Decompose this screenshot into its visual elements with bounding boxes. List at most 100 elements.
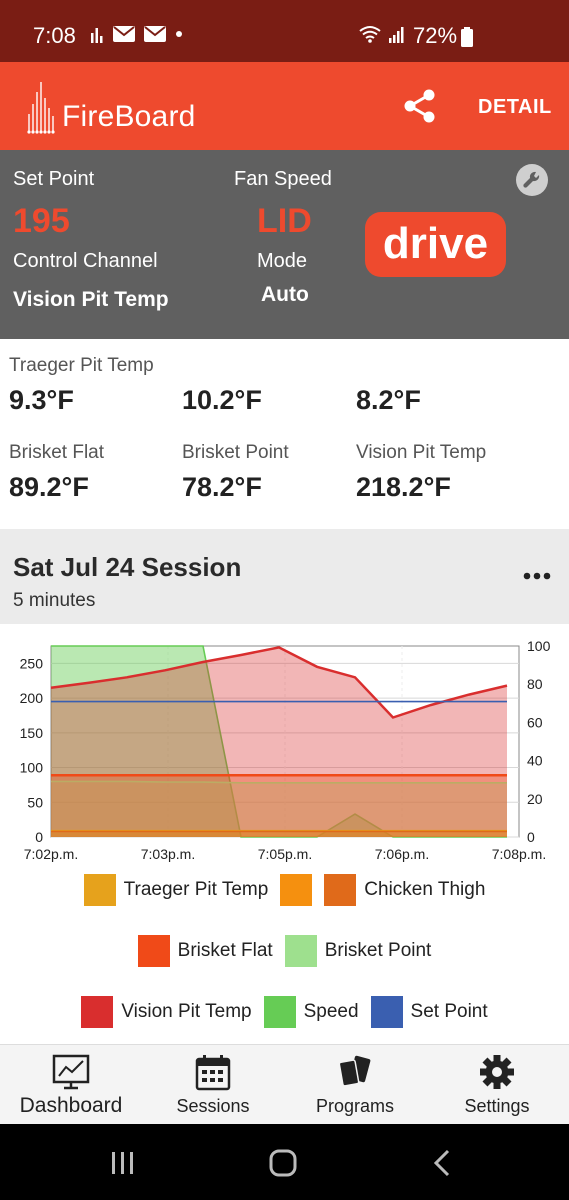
set-point-value[interactable]: 195 xyxy=(13,202,70,240)
probe-value[interactable]: 78.2°F xyxy=(182,472,262,502)
detail-button[interactable]: DETAIL xyxy=(478,96,552,118)
nav-programs[interactable]: Programs xyxy=(284,1045,426,1125)
y-right-tick-label: 100 xyxy=(527,638,551,654)
legend-item[interactable]: Speed xyxy=(263,996,359,1028)
legend-label: Chicken Thigh xyxy=(364,879,486,900)
probe-readings: Traeger Pit Temp 9.3°F 10.2°F 8.2°F Bris… xyxy=(0,339,569,529)
series-area-speed xyxy=(51,646,507,837)
probe-value[interactable]: 8.2°F xyxy=(356,385,421,415)
legend-item[interactable]: Brisket Point xyxy=(284,935,432,967)
programs-icon xyxy=(338,1055,371,1087)
share-icon[interactable] xyxy=(403,88,437,124)
legend-item[interactable]: Set Point xyxy=(370,996,488,1028)
probe-label: Vision Pit Temp xyxy=(356,442,487,463)
mail-icon xyxy=(113,26,135,42)
series-line-vision-pit-temp xyxy=(50,646,508,719)
nav-sessions[interactable]: Sessions xyxy=(142,1045,284,1125)
system-navigation-bar xyxy=(0,1124,569,1200)
mode-label: Mode xyxy=(257,250,308,272)
app-header: FireBoard DETAIL xyxy=(0,62,569,150)
session-duration: 5 minutes xyxy=(13,590,96,611)
control-panel: Set Point 195 Control Channel Vision Pit… xyxy=(0,150,569,339)
y-right-tick-label: 20 xyxy=(527,791,543,807)
control-channel-value[interactable]: Vision Pit Temp xyxy=(13,288,169,311)
y-left-tick-label: 150 xyxy=(20,725,44,741)
logo-mark-icon xyxy=(27,82,55,134)
legend-item[interactable]: Vision Pit Temp xyxy=(81,996,252,1028)
legend-label: Brisket Point xyxy=(324,940,432,961)
session-title: Sat Jul 24 Session xyxy=(13,552,242,582)
more-options-icon[interactable] xyxy=(522,569,552,583)
legend-label: Brisket Flat xyxy=(177,940,273,961)
set-point-label: Set Point xyxy=(13,168,95,190)
legend-label: Traeger Pit Temp xyxy=(123,879,269,900)
dot-icon xyxy=(176,31,182,37)
bottom-navigation: Dashboard Sessions Programs xyxy=(0,1044,569,1124)
x-tick-label: 7:03p.m. xyxy=(141,846,195,862)
recent-apps-icon[interactable] xyxy=(110,1150,136,1176)
legend-label: Vision Pit Temp xyxy=(121,1001,252,1022)
legend-swatch xyxy=(263,996,296,1028)
legend-swatch xyxy=(324,874,357,906)
y-right-tick-label: 60 xyxy=(527,714,543,730)
gear-icon xyxy=(480,1055,514,1089)
fireboard-logo: FireBoard xyxy=(26,78,196,134)
nav-label: Programs xyxy=(315,1096,395,1116)
legend-item[interactable] xyxy=(280,874,313,906)
battery-icon xyxy=(461,27,473,47)
probe-value[interactable]: 89.2°F xyxy=(9,472,89,502)
drive-button[interactable]: drive xyxy=(365,212,506,277)
session-chart: 0 50 100 150 200 250 0 20 40 60 80 100 7:02p.m. 7:03p… xyxy=(0,624,569,1044)
legend-swatch xyxy=(137,935,170,967)
fan-speed-label: Fan Speed xyxy=(234,168,332,190)
series-area-chicken-thigh xyxy=(51,831,507,837)
legend-item[interactable]: Traeger Pit Temp xyxy=(83,874,269,906)
mode-value[interactable]: Auto xyxy=(261,283,309,306)
y-left-tick-label: 100 xyxy=(20,760,44,776)
legend-swatch xyxy=(370,996,403,1028)
cell-signal-icon xyxy=(389,27,404,43)
probe-label: Brisket Point xyxy=(182,442,289,463)
x-tick-label: 7:05p.m. xyxy=(258,846,312,862)
probe-value[interactable]: 9.3°F xyxy=(9,385,74,415)
y-right-tick-label: 0 xyxy=(527,829,535,845)
x-tick-label: 7:06p.m. xyxy=(375,846,429,862)
y-right-tick-label: 40 xyxy=(527,753,543,769)
probe-label: Traeger Pit Temp xyxy=(9,355,154,376)
series-area-vision-pit-temp xyxy=(51,647,507,837)
probe-value[interactable]: 218.2°F xyxy=(356,472,451,502)
nav-label: Settings xyxy=(464,1096,530,1116)
dashboard-icon xyxy=(52,1054,90,1090)
nav-dashboard[interactable]: Dashboard xyxy=(0,1045,142,1125)
series-line-brisket-point xyxy=(51,780,507,784)
back-icon[interactable] xyxy=(433,1149,451,1177)
y-left-tick-label: 0 xyxy=(35,829,43,845)
nav-label: Dashboard xyxy=(19,1094,123,1117)
series-line-speed xyxy=(51,645,507,838)
control-channel-label: Control Channel xyxy=(13,250,158,272)
status-bar: 7:08 72% xyxy=(0,0,569,62)
legend-row: Traeger Pit Temp Chicken Thigh xyxy=(0,874,569,906)
nav-label: Sessions xyxy=(176,1096,250,1116)
nav-settings[interactable]: Settings xyxy=(426,1045,568,1125)
probe-value[interactable]: 10.2°F xyxy=(182,385,262,415)
legend-item[interactable]: Brisket Flat xyxy=(137,935,273,967)
legend-swatch xyxy=(81,996,114,1028)
series-area-brisket-flat xyxy=(51,775,507,837)
legend-row: Brisket Flat Brisket Point xyxy=(0,935,569,967)
home-icon[interactable] xyxy=(269,1149,297,1177)
y-right-tick-label: 80 xyxy=(527,676,543,692)
notification-icons xyxy=(90,25,183,43)
signal-bars-icon xyxy=(91,28,103,43)
session-header[interactable]: Sat Jul 24 Session 5 minutes xyxy=(0,529,569,624)
series-area-brisket-point xyxy=(51,781,507,837)
calendar-icon xyxy=(195,1055,231,1091)
y-left-tick-label: 50 xyxy=(27,794,43,810)
mail-icon-2 xyxy=(144,26,166,42)
legend-swatch xyxy=(83,874,116,906)
wrench-icon[interactable] xyxy=(516,164,548,196)
legend-item[interactable]: Chicken Thigh xyxy=(324,874,485,906)
probe-label: Brisket Flat xyxy=(9,442,105,463)
fan-speed-value: LID xyxy=(257,202,312,240)
temperature-chart[interactable]: 0 50 100 150 200 250 0 20 40 60 80 100 7:02p.m. 7:03p… xyxy=(0,624,569,869)
